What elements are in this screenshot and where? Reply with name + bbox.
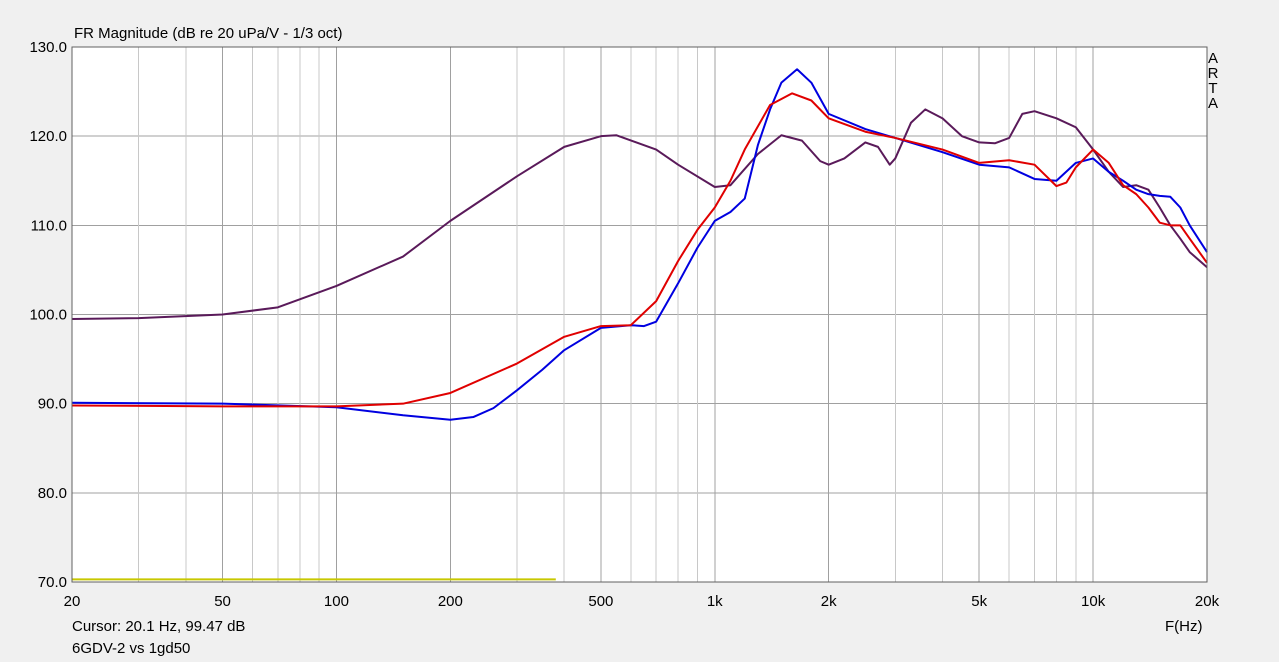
chart-title: FR Magnitude (dB re 20 uPa/V - 1/3 oct) (74, 25, 342, 42)
x-tick-label: 2k (821, 593, 837, 610)
x-tick-label: 10k (1081, 593, 1106, 610)
x-tick-label: 1k (707, 593, 723, 610)
series-line (71, 92, 1208, 408)
x-tick-label: 500 (588, 593, 613, 610)
y-tick-label: 130.0 (29, 39, 67, 56)
y-tick-label: 110.0 (31, 217, 67, 234)
y-tick-label: 70.0 (38, 574, 67, 591)
x-tick-label: 5k (971, 593, 987, 610)
x-tick-label: 100 (324, 593, 349, 610)
series-line (71, 108, 1208, 320)
series-line (71, 68, 1208, 421)
y-tick-label: 90.0 (38, 396, 67, 413)
x-tick-label: 20k (1195, 593, 1220, 610)
y-tick-label: 120.0 (29, 128, 67, 145)
x-tick-label: 200 (438, 593, 463, 610)
caption: 6GDV-2 vs 1gd50 (72, 640, 190, 657)
x-tick-label: 50 (214, 593, 231, 610)
y-tick-label: 80.0 (38, 485, 67, 502)
x-axis-label: F(Hz) (1165, 618, 1203, 635)
y-tick-label: 100.0 (29, 307, 67, 324)
x-tick-label: 20 (64, 593, 81, 610)
lines (71, 68, 1208, 581)
side-label: ARTA (1205, 50, 1222, 110)
cursor-text: Cursor: 20.1 Hz, 99.47 dB (72, 618, 245, 635)
plot-frame (71, 46, 1208, 583)
